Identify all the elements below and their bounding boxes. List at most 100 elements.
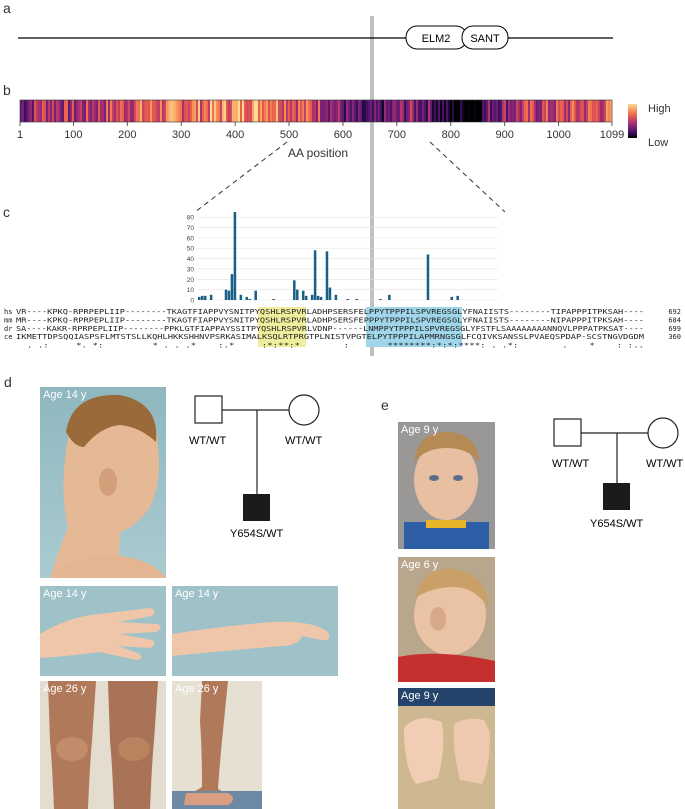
- heatmap-cell: [364, 100, 367, 122]
- conservation-bar: [388, 294, 391, 300]
- photo-age-label: Age 9 y: [401, 424, 439, 436]
- conservation-bar: [296, 289, 299, 300]
- pedigree-mother-circle: [647, 417, 679, 449]
- pedigree-child-genotype: Y654S/WT: [230, 528, 283, 540]
- heatmap-cell: [350, 100, 353, 122]
- heatmap-cell: [280, 100, 283, 122]
- heatmap-cell: [154, 100, 157, 122]
- heatmap-cell: [568, 100, 571, 122]
- heatmap-cell: [334, 100, 337, 122]
- conservation-bar-chart: 0 10 20 30 40 50 60 70 80: [187, 212, 498, 305]
- heatmap-cell: [150, 100, 153, 122]
- heatmap-cell: [438, 100, 441, 122]
- heatmap-cell: [452, 100, 455, 122]
- heatmap-cell: [166, 100, 169, 122]
- heatmap-cell: [502, 100, 505, 122]
- heatmap-cell: [436, 100, 439, 122]
- heatmap-cell: [352, 100, 355, 122]
- heatmap-cell: [586, 100, 589, 122]
- heatmap-cell: [30, 100, 33, 122]
- heatmap-color-legend: [628, 104, 637, 138]
- heatmap-cell: [120, 100, 123, 122]
- conservation-bar: [254, 290, 257, 300]
- heatmap-cell: [506, 100, 509, 122]
- heatmap-cell: [474, 100, 477, 122]
- bar-y-tick-label: 70: [187, 225, 195, 232]
- heatmap-cell: [148, 100, 151, 122]
- heatmap-cell: [296, 100, 299, 122]
- heatmap-cell: [76, 100, 79, 122]
- pedigree-e: WT/WT WT/WT Y654S/WT: [552, 417, 684, 530]
- heatmap-cell: [450, 100, 453, 122]
- heatmap-cell: [302, 100, 305, 122]
- heatmap-cell: [400, 100, 403, 122]
- zoom-guide-lines: [194, 141, 506, 213]
- heatmap-tick-label: 600: [334, 129, 352, 141]
- heatmap-cell: [396, 100, 399, 122]
- heatmap-cell: [492, 100, 495, 122]
- photo-age-label: Age 14 y: [43, 588, 87, 600]
- heatmap-cell: [50, 100, 53, 122]
- patient-e-face-photo: Age 9 y: [398, 422, 495, 549]
- heatmap-cell: [564, 100, 567, 122]
- heatmap-cell: [114, 100, 117, 122]
- heatmap-cell: [402, 100, 405, 122]
- heatmap-cell: [602, 100, 605, 122]
- heatmap-cell: [52, 100, 55, 122]
- heatmap-tick-label: 200: [118, 129, 136, 141]
- conservation-bar: [301, 290, 305, 300]
- heatmap-cell: [66, 100, 69, 122]
- heatmap-cell: [448, 100, 451, 122]
- heatmap-cell: [444, 100, 447, 122]
- heatmap-cell: [68, 100, 71, 122]
- heatmap-cell: [24, 100, 27, 122]
- heatmap-cell: [354, 100, 357, 122]
- heatmap-cell: [384, 100, 387, 122]
- heatmap-cell: [538, 100, 541, 122]
- heatmap-cell: [582, 100, 585, 122]
- alignment-end-position: 692: [668, 308, 681, 316]
- heatmap-cell: [546, 100, 549, 122]
- heatmap-cell: [210, 100, 213, 122]
- conservation-bar: [310, 294, 314, 300]
- alignment-end-position: 360: [668, 333, 681, 341]
- heatmap-cell: [376, 100, 379, 122]
- heatmap-cell: [504, 100, 507, 122]
- heatmap-cell: [608, 100, 611, 122]
- heatmap-cell: [136, 100, 139, 122]
- pedigree-mother-circle: [288, 394, 320, 426]
- heatmap-cell: [264, 100, 267, 122]
- bar-y-tick-label: 40: [187, 256, 195, 263]
- heatmap-tick-label: 900: [496, 129, 514, 141]
- heatmap-cell: [28, 100, 31, 122]
- heatmap-cell: [344, 100, 347, 122]
- heatmap-x-axis-label: AA position: [288, 146, 348, 160]
- heatmap-cell: [164, 100, 167, 122]
- heatmap-cell: [74, 100, 77, 122]
- heatmap-cell: [156, 100, 159, 122]
- heatmap-cell: [392, 100, 395, 122]
- heatmap-cell: [268, 100, 271, 122]
- heatmap-cell: [78, 100, 81, 122]
- heatmap-cell: [440, 100, 443, 122]
- heatmap-cell: [426, 100, 429, 122]
- heatmap-tick-label: 500: [280, 129, 298, 141]
- alignment-sequence-row: IKMETTDPSQQIASPSFLMTSTSLLKQHLHKKSHHNVPSR…: [16, 333, 644, 341]
- heatmap-cell: [286, 100, 289, 122]
- conservation-bar: [245, 296, 249, 300]
- heatmap-cell: [72, 100, 75, 122]
- heatmap-cell: [528, 100, 531, 122]
- heatmap-cell: [360, 100, 363, 122]
- heatmap-cell: [382, 100, 385, 122]
- heatmap-cell: [570, 100, 573, 122]
- bar-y-tick-label: 20: [187, 277, 195, 284]
- heatmap-cell: [56, 100, 59, 122]
- heatmap-cell: [82, 100, 85, 122]
- heatmap-cell: [218, 100, 221, 122]
- heatmap-tick-label: 300: [172, 129, 190, 141]
- heatmap-cell: [490, 100, 493, 122]
- panel-label-e: e: [381, 397, 389, 413]
- heatmap-cell: [258, 100, 261, 122]
- heatmap-cell: [202, 100, 205, 122]
- heatmap-cell: [388, 100, 391, 122]
